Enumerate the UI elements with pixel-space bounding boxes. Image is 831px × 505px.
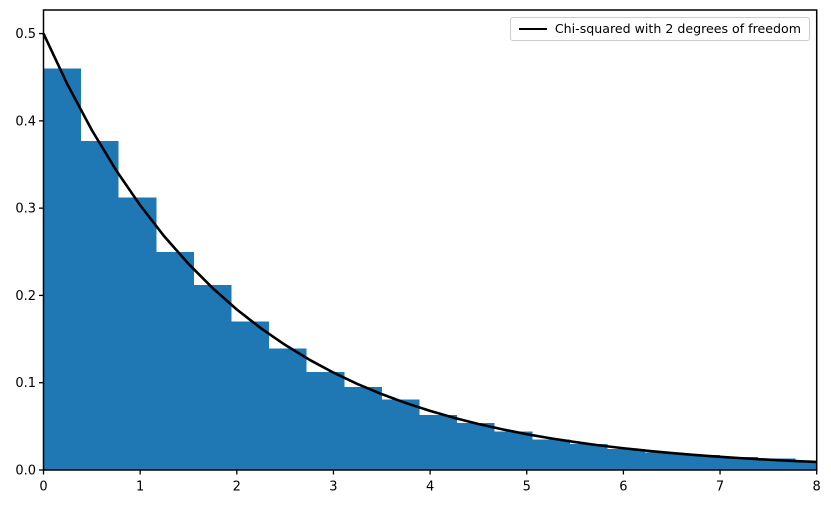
y-tick-label: 0.3 [15,202,36,217]
histogram-bar [607,449,646,470]
histogram-bar [494,431,533,470]
histogram-bar [569,443,608,470]
histogram-bar [645,452,683,470]
histogram-bar [43,68,82,471]
histogram-bar [457,422,495,470]
y-tick-label: 0.5 [15,27,36,42]
y-tick-label: 0.1 [15,376,36,391]
histogram-bar [757,458,796,470]
histogram-bar [795,460,817,470]
histogram-bar [231,321,270,470]
x-tick-label: 6 [619,480,627,495]
y-tick-label: 0.4 [15,114,36,129]
histogram-bar [156,251,194,470]
x-tick-label: 2 [233,480,241,495]
x-tick-label: 8 [813,480,821,495]
x-tick-label: 4 [426,480,434,495]
x-tick-label: 5 [523,480,531,495]
y-tick-label: 0.2 [15,289,36,304]
histogram-bar [381,399,420,470]
histogram-bar [306,372,345,470]
histogram-bar [532,439,570,470]
legend: Chi-squared with 2 degrees of freedom [509,17,810,41]
legend-label: Chi-squared with 2 degrees of freedom [554,20,801,36]
histogram-bar [269,348,307,470]
histogram-bar [344,387,382,470]
histogram-bar [682,455,721,470]
histogram-bar [419,415,458,470]
y-tick-label: 0.0 [15,464,36,479]
legend-line-sample [518,28,547,30]
x-tick-label: 1 [136,480,144,495]
x-tick-label: 7 [716,480,724,495]
histogram-bar [720,456,758,470]
x-tick-label: 3 [329,480,337,495]
histogram-bar [193,284,232,470]
histogram-bar [118,197,157,471]
density-curve [42,33,817,464]
x-tick-label: 0 [39,480,47,495]
histogram-bar [81,140,119,470]
